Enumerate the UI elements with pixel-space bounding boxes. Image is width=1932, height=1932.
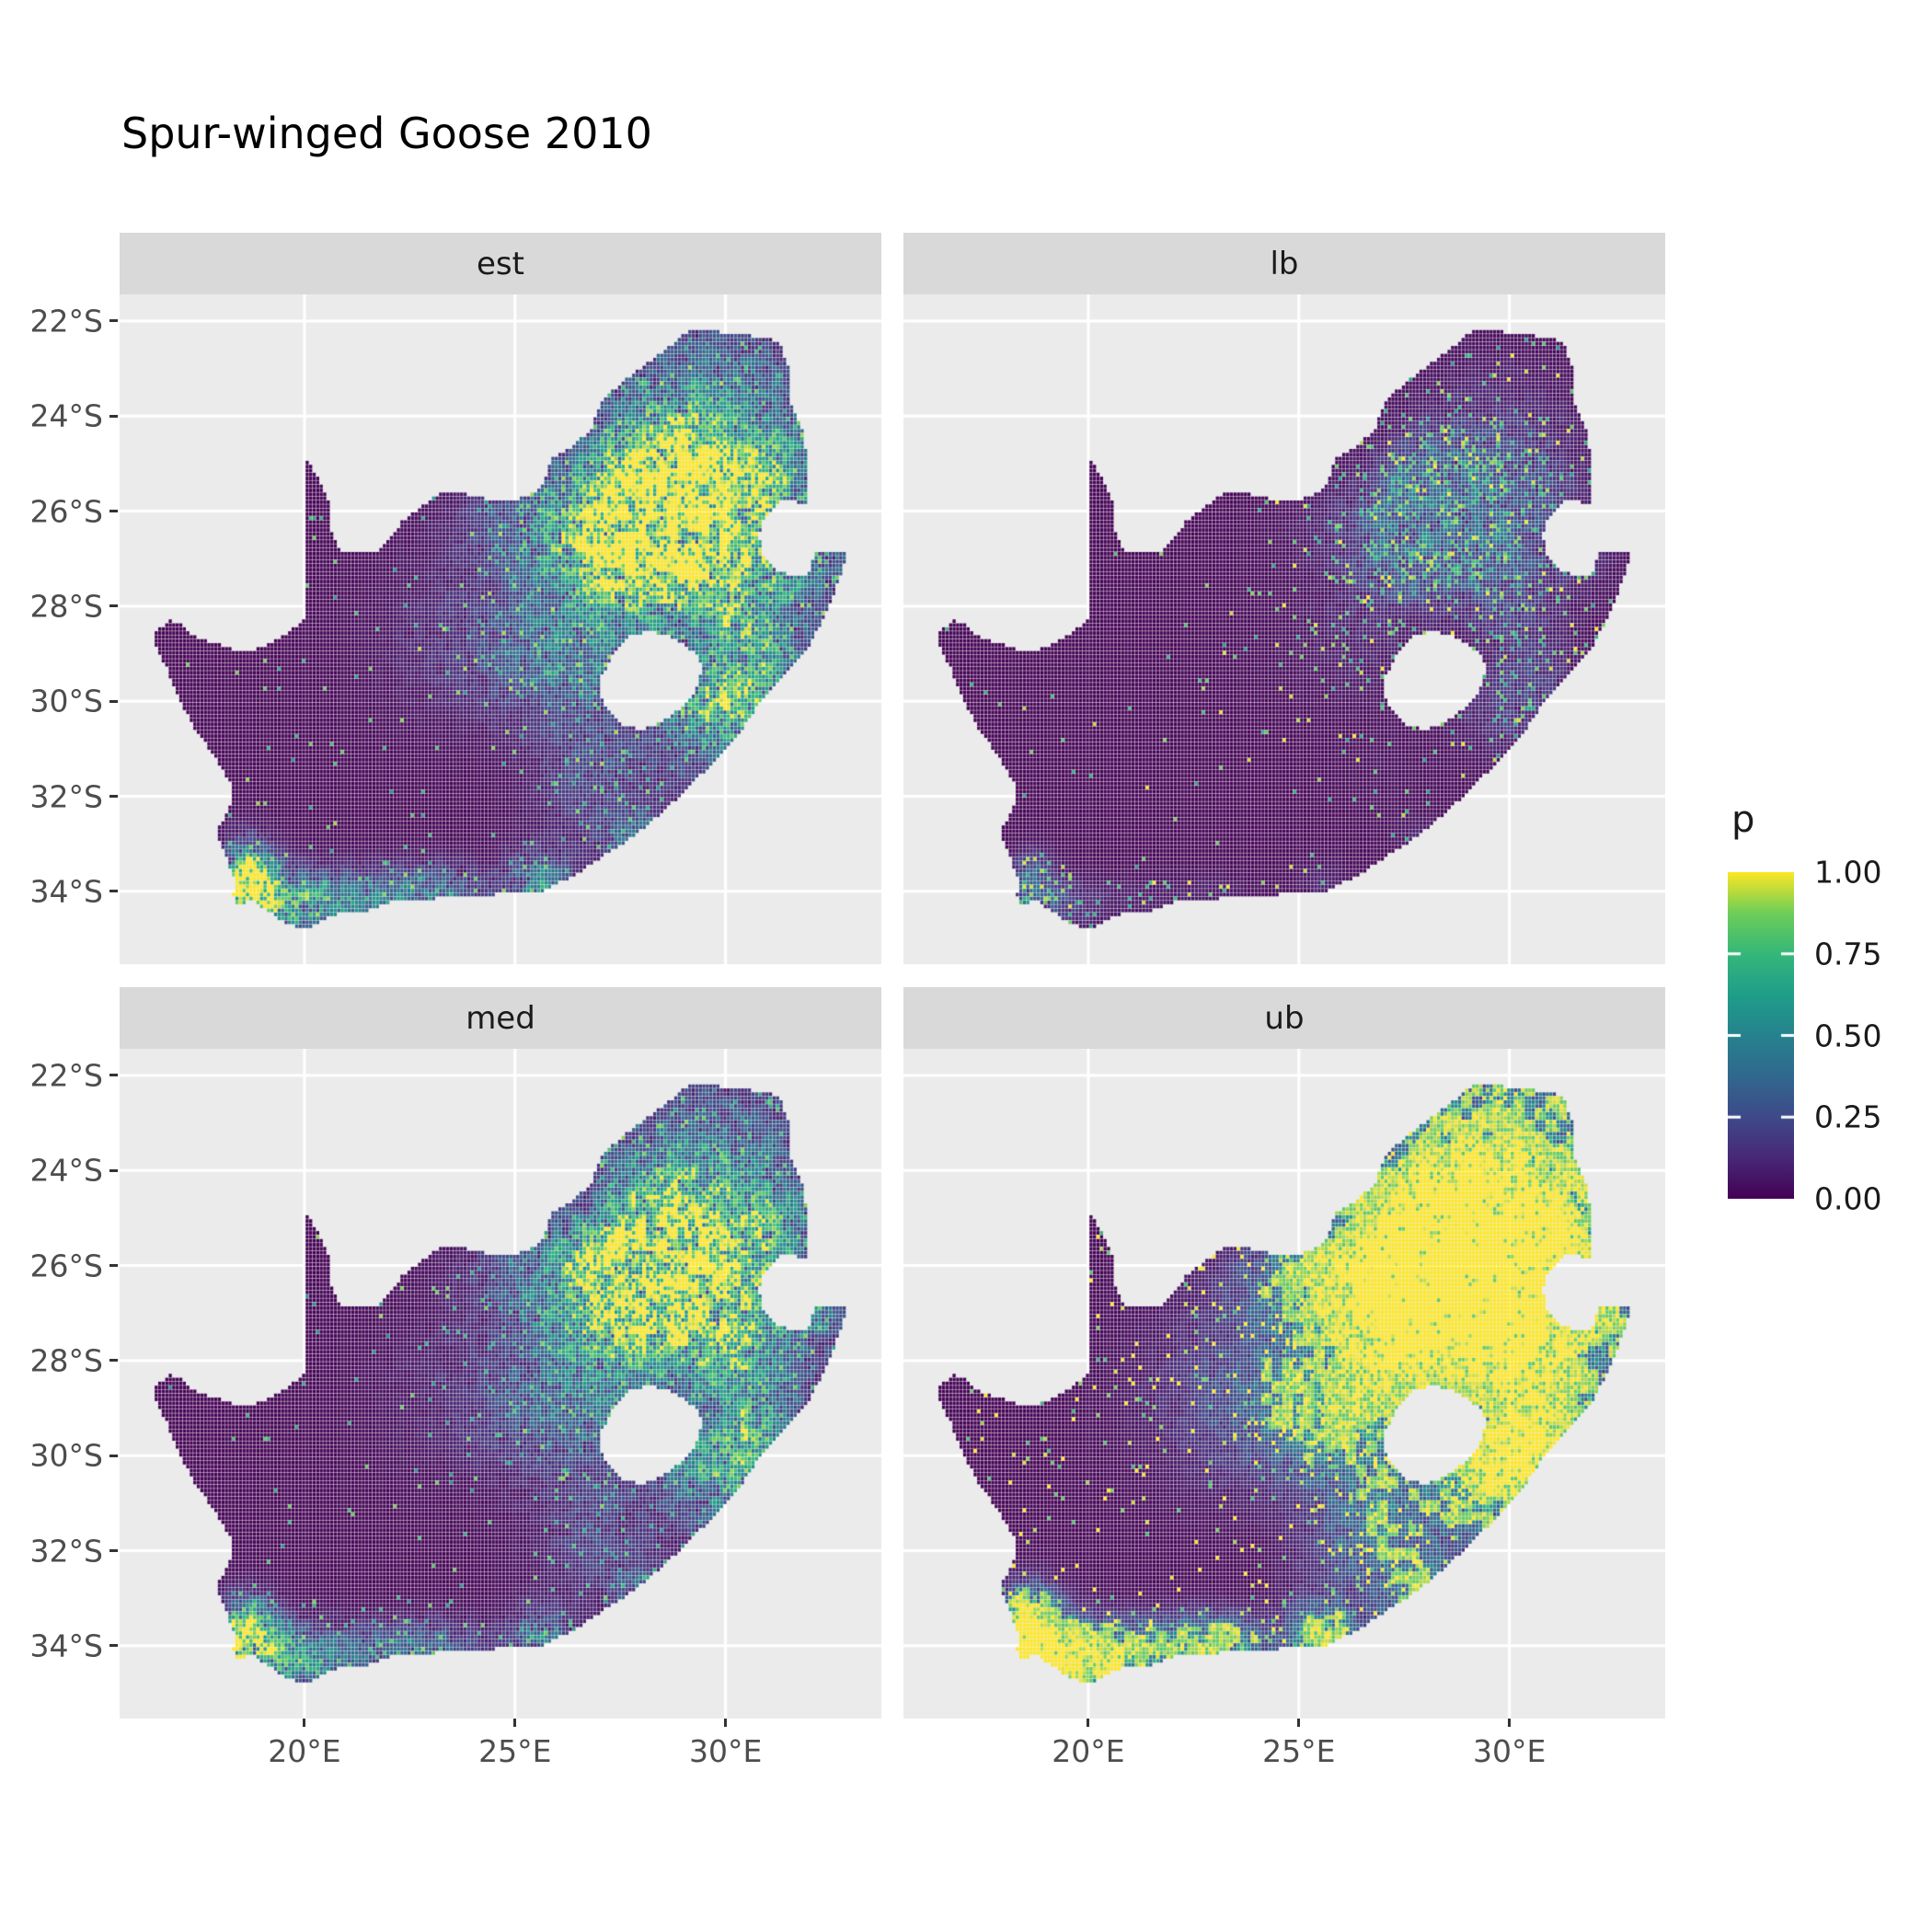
y-axis-tick-label: 22°S (29, 303, 103, 339)
x-axis-tick-label: 25°E (478, 1733, 552, 1769)
y-axis-tick-mark (109, 1454, 118, 1457)
x-axis-tick-mark (513, 1719, 517, 1727)
legend-tick-label: 0.75 (1814, 936, 1882, 972)
y-axis-tick-label: 28°S (29, 1342, 103, 1379)
x-axis-tick-mark (724, 1719, 728, 1727)
facet-strip-label: est (477, 245, 524, 282)
map-panel-med (120, 1049, 881, 1719)
legend-title: p (1731, 799, 1755, 841)
facet-strip-label: med (466, 999, 535, 1037)
map-panel-ub (903, 1049, 1665, 1719)
y-axis-tick-mark (109, 604, 118, 608)
facet-strip-med: med (120, 987, 881, 1049)
y-axis-tick-label: 28°S (29, 588, 103, 625)
map-panel-lb (903, 294, 1665, 964)
y-axis-tick-label: 32°S (29, 778, 103, 815)
y-axis-tick-label: 30°S (29, 1437, 103, 1474)
y-axis-tick-mark (109, 890, 118, 893)
legend-tick-label: 0.00 (1814, 1180, 1882, 1217)
legend-tick-label: 0.25 (1814, 1098, 1882, 1135)
x-axis-tick-label: 30°E (688, 1733, 763, 1769)
x-axis-tick-label: 20°E (1052, 1733, 1125, 1769)
facet-strip-est: est (120, 233, 881, 294)
x-axis-tick-label: 30°E (1472, 1733, 1547, 1769)
y-axis-tick-mark (109, 1549, 118, 1553)
y-axis-tick-mark (109, 1644, 118, 1648)
x-axis-tick-label: 25°E (1262, 1733, 1336, 1769)
y-axis-tick-label: 26°S (29, 1248, 103, 1284)
y-axis-tick-mark (109, 1359, 118, 1363)
x-axis-tick-mark (1087, 1719, 1090, 1727)
y-axis-tick-label: 22°S (29, 1057, 103, 1094)
legend-tick-label: 1.00 (1814, 854, 1882, 891)
legend-colorbar (1728, 872, 1794, 1199)
y-axis-tick-mark (109, 1264, 118, 1268)
facet-strip-label: ub (1264, 999, 1305, 1037)
legend-tick-label: 0.50 (1814, 1018, 1882, 1053)
facet-strip-ub: ub (903, 987, 1665, 1049)
x-axis-tick-mark (1508, 1719, 1512, 1727)
y-axis-tick-label: 34°S (29, 873, 103, 910)
facet-strip-lb: lb (903, 233, 1665, 294)
y-axis-tick-label: 32°S (29, 1533, 103, 1570)
plot-title: Spur-winged Goose 2010 (121, 109, 652, 158)
y-axis-tick-mark (109, 510, 118, 513)
x-axis-tick-mark (303, 1719, 306, 1727)
y-axis-tick-label: 34°S (29, 1627, 103, 1664)
y-axis-tick-label: 24°S (29, 397, 103, 434)
x-axis-tick-mark (1297, 1719, 1301, 1727)
y-axis-tick-mark (109, 1074, 118, 1077)
y-axis-tick-mark (109, 795, 118, 799)
y-axis-tick-mark (109, 414, 118, 418)
facet-strip-label: lb (1270, 245, 1299, 282)
y-axis-tick-label: 30°S (29, 683, 103, 719)
y-axis-tick-mark (109, 1168, 118, 1172)
y-axis-tick-mark (109, 319, 118, 323)
y-axis-tick-label: 26°S (29, 493, 103, 530)
y-axis-tick-mark (109, 699, 118, 703)
y-axis-tick-label: 24°S (29, 1152, 103, 1189)
x-axis-tick-label: 20°E (268, 1733, 341, 1769)
map-panel-est (120, 294, 881, 964)
